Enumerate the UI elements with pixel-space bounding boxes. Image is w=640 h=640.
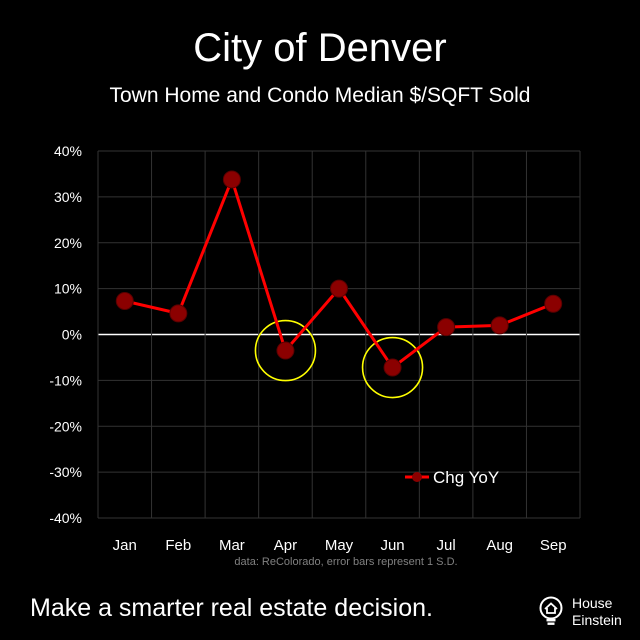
gridlines bbox=[97, 150, 581, 519]
y-tick-label: -40% bbox=[49, 510, 82, 526]
data-point bbox=[437, 318, 456, 337]
brand-name: House Einstein bbox=[572, 595, 622, 629]
x-tick-label: Mar bbox=[219, 537, 245, 554]
legend-label: Chg YoY bbox=[433, 468, 499, 487]
y-tick-label: 30% bbox=[54, 189, 82, 205]
y-axis-ticks: -40% -30% -20% -10% 0% 10% 20% 30% 40% bbox=[49, 143, 82, 526]
data-point bbox=[222, 170, 241, 189]
x-tick-label: Aug bbox=[486, 537, 513, 554]
y-tick-label: -10% bbox=[49, 372, 82, 388]
data-point bbox=[115, 292, 134, 311]
x-tick-label: Sep bbox=[540, 537, 567, 554]
y-tick-label: 40% bbox=[54, 143, 82, 159]
footer-tagline: Make a smarter real estate decision. bbox=[30, 594, 433, 622]
data-point bbox=[544, 294, 563, 313]
series-chg-yoy bbox=[115, 170, 563, 377]
x-tick-label: May bbox=[325, 537, 354, 554]
data-point bbox=[276, 341, 295, 360]
chart-subtitle: Town Home and Condo Median $/SQFT Sold bbox=[109, 84, 531, 107]
x-tick-label: Feb bbox=[165, 537, 191, 554]
highlight-circles bbox=[254, 319, 424, 399]
brand-line-1: House bbox=[572, 595, 613, 611]
series-line bbox=[124, 177, 554, 370]
highlight-circle bbox=[254, 319, 317, 382]
data-point bbox=[383, 358, 402, 377]
data-point bbox=[169, 304, 188, 323]
brand-line-2: Einstein bbox=[572, 612, 622, 628]
y-tick-label: 0% bbox=[62, 327, 82, 343]
data-point bbox=[330, 279, 348, 298]
y-tick-label: 10% bbox=[54, 281, 82, 297]
lightbulb-house-icon bbox=[539, 596, 563, 625]
y-tick-label: -30% bbox=[49, 464, 82, 480]
source-note: data: ReColorado, error bars represent 1… bbox=[234, 556, 457, 568]
data-point bbox=[490, 316, 509, 335]
x-tick-label: Jun bbox=[380, 537, 404, 554]
legend-marker bbox=[412, 472, 422, 482]
chart-title: City of Denver bbox=[193, 26, 447, 70]
x-tick-label: Jul bbox=[437, 537, 456, 554]
y-tick-label: -20% bbox=[49, 418, 82, 434]
x-axis-ticks: Jan Feb Mar Apr May Jun Jul Aug Sep bbox=[113, 537, 567, 554]
x-tick-label: Apr bbox=[274, 537, 297, 554]
y-tick-label: 20% bbox=[54, 235, 82, 251]
legend: Chg YoY bbox=[405, 468, 499, 487]
brand-logo: House Einstein bbox=[538, 592, 638, 632]
x-tick-label: Jan bbox=[113, 537, 137, 554]
highlight-circle bbox=[361, 336, 424, 399]
